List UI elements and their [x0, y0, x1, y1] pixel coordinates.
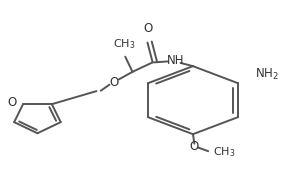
Text: NH$_2$: NH$_2$	[255, 67, 278, 82]
Text: O: O	[7, 96, 17, 109]
Text: NH: NH	[167, 54, 184, 67]
Text: O: O	[190, 140, 199, 153]
Text: CH$_3$: CH$_3$	[213, 145, 236, 159]
Text: O: O	[144, 22, 153, 35]
Text: O: O	[109, 76, 118, 89]
Text: CH$_3$: CH$_3$	[113, 37, 135, 51]
